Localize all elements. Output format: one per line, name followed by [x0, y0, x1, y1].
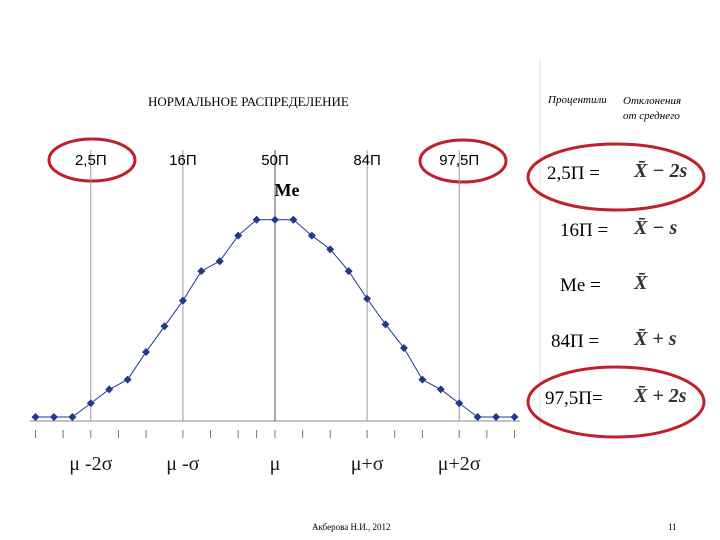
- row-label: 2,5П =: [547, 163, 600, 184]
- point: [307, 231, 316, 240]
- point: [271, 215, 279, 224]
- point: [381, 320, 390, 329]
- row-formula: X̄ − s: [634, 217, 678, 239]
- point: [510, 413, 519, 422]
- point: [49, 413, 58, 422]
- point: [215, 257, 224, 266]
- percentile-label: 50П: [261, 152, 288, 169]
- percentile-label: 16П: [169, 152, 196, 169]
- percentile-label: 84П: [353, 152, 380, 169]
- row-formula: X̄ − 2s: [634, 160, 688, 182]
- highlight: [526, 365, 706, 439]
- point: [197, 267, 206, 276]
- row-label: Me =: [560, 275, 601, 296]
- point: [142, 347, 151, 356]
- row-formula: X̄ + 2s: [634, 385, 687, 407]
- row-label: 16П =: [560, 220, 609, 241]
- point: [492, 413, 501, 422]
- point: [363, 294, 372, 303]
- point: [418, 375, 427, 384]
- sigma-label: μ+σ: [351, 453, 384, 475]
- sigma-label: μ -2σ: [69, 453, 112, 475]
- row-label: 84П =: [551, 331, 600, 352]
- sigma-label: μ: [270, 453, 281, 475]
- point: [160, 322, 169, 331]
- point: [289, 215, 298, 224]
- page-number: 11: [668, 522, 677, 532]
- chart-title: НОРМАЛЬНОЕ РАСПРЕДЕЛЕНИЕ: [148, 94, 349, 109]
- point: [31, 413, 40, 422]
- percentile-label: 2,5П: [75, 152, 107, 169]
- point: [123, 375, 132, 384]
- point: [68, 413, 77, 422]
- point: [234, 231, 243, 240]
- point: [344, 267, 353, 276]
- point: [326, 245, 335, 254]
- column-header: Отклонения от среднего: [623, 95, 682, 122]
- column-header: Процентили: [548, 94, 607, 106]
- point: [399, 344, 408, 353]
- highlight: [418, 138, 508, 184]
- highlight: [47, 137, 137, 183]
- row-formula: X̄ + s: [634, 328, 677, 350]
- percentile-label: 97,5П: [439, 152, 479, 169]
- point: [473, 413, 482, 422]
- point: [455, 399, 464, 408]
- row-formula: X̄: [634, 272, 648, 294]
- point: [436, 385, 445, 394]
- point: [105, 385, 114, 394]
- sigma-label: μ -σ: [166, 453, 199, 475]
- highlight: [526, 142, 706, 212]
- footer: Акберова Н.И., 2012: [312, 522, 391, 532]
- median-label: Me: [275, 180, 300, 200]
- row-label: 97,5П=: [545, 388, 603, 409]
- point: [252, 215, 261, 224]
- point: [86, 399, 95, 408]
- point: [178, 296, 187, 305]
- sigma-label: μ+2σ: [438, 453, 481, 475]
